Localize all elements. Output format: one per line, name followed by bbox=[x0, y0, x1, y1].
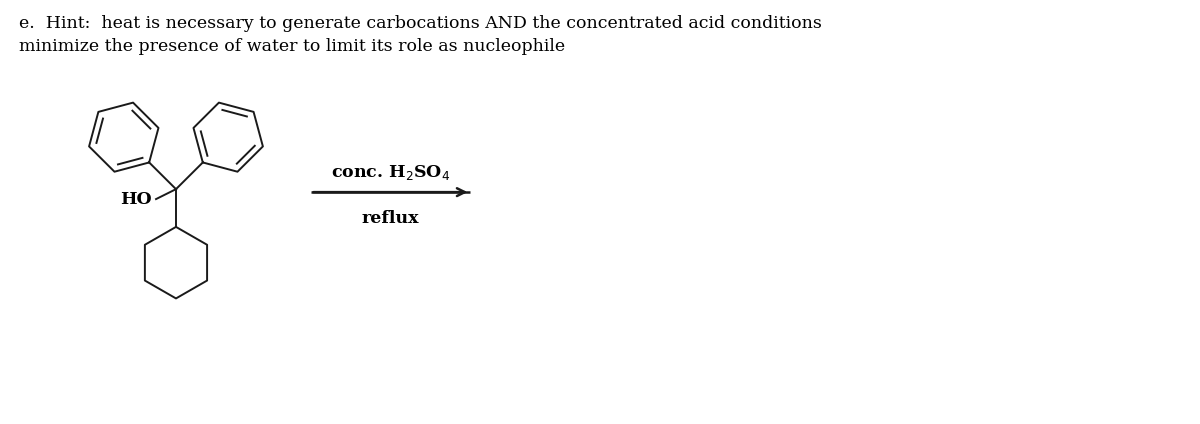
Text: reflux: reflux bbox=[361, 210, 419, 227]
Text: conc. H$_2$SO$_4$: conc. H$_2$SO$_4$ bbox=[331, 163, 450, 182]
Text: HO: HO bbox=[120, 190, 152, 208]
Text: e.  Hint:  heat is necessary to generate carbocations AND the concentrated acid : e. Hint: heat is necessary to generate c… bbox=[19, 15, 822, 55]
